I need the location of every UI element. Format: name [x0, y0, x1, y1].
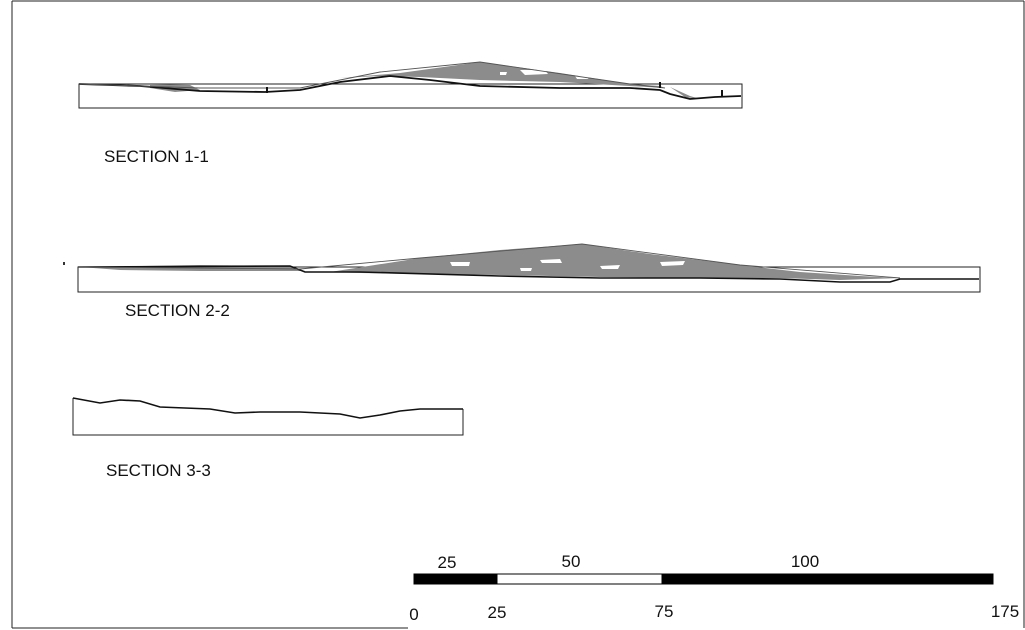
section-2-2-profile: [63, 243, 981, 293]
section-1-1-profile: [78, 61, 743, 109]
section-2-2-fill-mound: [330, 244, 900, 280]
section-1-1-label: SECTION 1-1: [104, 147, 209, 166]
section-2-2-marker: [63, 262, 65, 265]
section-3-3-profile: [72, 397, 464, 436]
section-1-1-marker: [659, 82, 661, 88]
scale-bar-tick-label: 75: [655, 602, 674, 621]
section-3-3-label: SECTION 3-3: [106, 461, 211, 480]
scale-bar-tick-label: 0: [409, 605, 418, 624]
section-1-1-voids: [500, 70, 590, 79]
section-1-1-marker: [721, 90, 723, 96]
scale-bar-segment-label: 100: [791, 552, 819, 571]
section-1-1-fill-right: [670, 87, 700, 99]
section-1-1-marker: [266, 87, 268, 93]
section-2-2-label: SECTION 2-2: [125, 301, 230, 320]
scale-bar-segment-label: 25: [438, 553, 457, 572]
section-1-1-ground-line: [78, 75, 742, 100]
scale-bar-segment-75-175: [661, 573, 994, 585]
section-1-1-design-line: [78, 61, 666, 89]
scale-bar-tick-label: 25: [488, 603, 507, 622]
sheet-border: [11, 0, 1025, 628]
section-2-2-design-line: [77, 243, 901, 279]
scale-bar-segment-0-25: [413, 573, 498, 585]
section-2-2-ground-line: [77, 265, 979, 283]
scale-bar-segment-label: 50: [562, 552, 581, 571]
section-3-3-base: [72, 398, 464, 436]
section-3-3-ground-line: [72, 397, 463, 419]
scale-bar-segment-25-75: [496, 573, 663, 585]
scale-bar-tick-label: 175: [991, 602, 1019, 621]
scale-bar: 25 50 100 0 25 75 175: [409, 552, 1019, 624]
